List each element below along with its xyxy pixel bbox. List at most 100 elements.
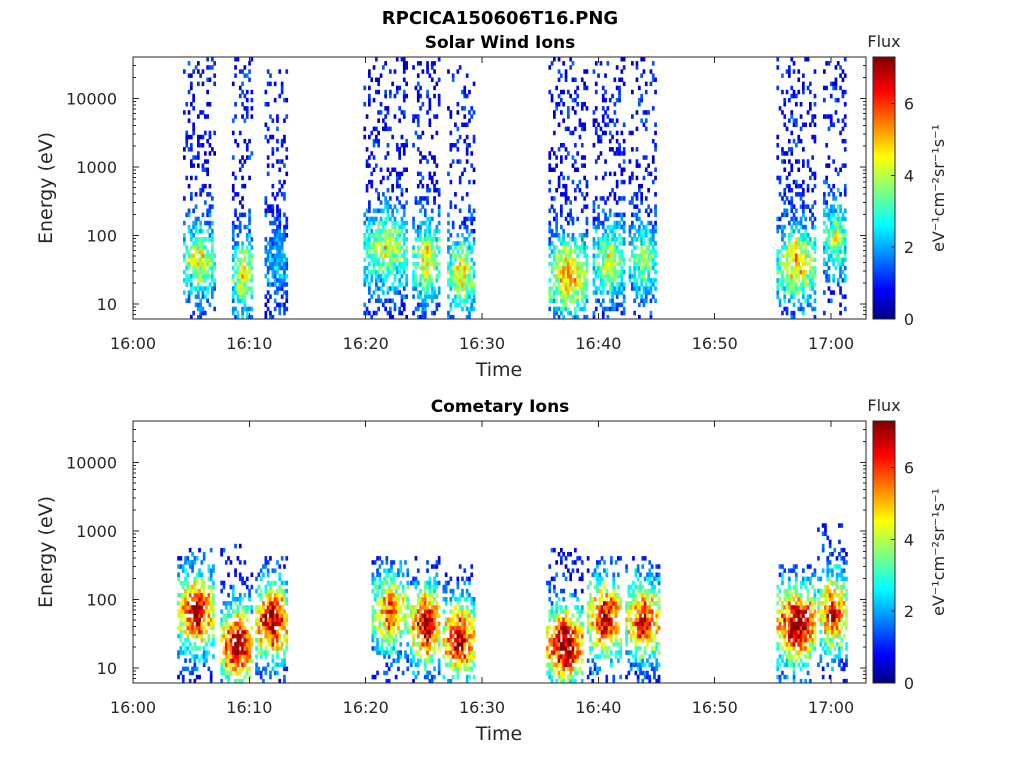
heatmap-cell xyxy=(651,245,655,250)
heatmap-cell xyxy=(651,228,655,234)
heatmap-cell xyxy=(207,650,211,655)
heatmap-cell xyxy=(201,212,205,218)
heatmap-cell xyxy=(222,650,226,655)
heatmap-cell xyxy=(546,670,549,676)
heatmap-cell xyxy=(620,212,624,218)
heatmap-cell xyxy=(465,249,469,254)
heatmap-cell xyxy=(209,617,213,622)
panel-cometary: Cometary Ions 16:00 16:10 16:20 16:30 16:40 1… xyxy=(35,396,948,745)
heatmap-cell xyxy=(451,282,455,287)
heatmap-cell xyxy=(601,290,605,295)
heatmap-cell xyxy=(836,61,840,66)
heatmap-cell xyxy=(599,278,603,283)
heatmap-cell xyxy=(564,200,568,205)
heatmap-cell xyxy=(451,642,455,647)
heatmap-cell xyxy=(241,261,244,267)
heatmap-cell xyxy=(557,597,561,602)
heatmap-cell xyxy=(184,592,187,598)
heatmap-cell xyxy=(638,261,641,267)
heatmap-cell xyxy=(456,294,460,299)
heatmap-cell xyxy=(813,122,817,127)
heatmap-cell xyxy=(832,81,835,87)
heatmap-cell xyxy=(597,298,600,303)
heatmap-cell xyxy=(571,163,575,168)
heatmap-cell xyxy=(229,642,233,647)
heatmap-cell xyxy=(550,261,554,267)
heatmap-cell xyxy=(776,290,780,295)
heatmap-cell xyxy=(468,110,471,115)
heatmap-cell xyxy=(266,257,270,263)
heatmap-cell xyxy=(472,294,476,299)
heatmap-cell xyxy=(562,302,565,308)
heatmap-cell xyxy=(234,654,237,659)
heatmap-cell xyxy=(280,192,284,197)
heatmap-cell xyxy=(651,253,655,258)
heatmap-cell xyxy=(197,294,200,299)
heatmap-cell xyxy=(423,625,427,631)
heatmap-cell xyxy=(560,625,563,631)
heatmap-cell xyxy=(574,245,577,250)
heatmap-cell xyxy=(379,110,383,115)
heatmap-cell xyxy=(813,114,817,119)
heatmap-cell xyxy=(430,646,434,651)
heatmap-cell xyxy=(269,204,272,209)
heatmap-cell xyxy=(550,547,554,553)
heatmap-cell xyxy=(832,278,835,283)
heatmap-cell xyxy=(788,237,791,242)
heatmap-cell xyxy=(385,662,389,667)
heatmap-cell xyxy=(571,286,575,291)
heatmap-cell xyxy=(836,171,840,177)
heatmap-cell xyxy=(184,556,187,561)
heatmap-cell xyxy=(238,543,242,549)
heatmap-cell xyxy=(811,282,814,287)
heatmap-cell xyxy=(283,179,286,185)
heatmap-cell xyxy=(204,167,207,172)
heatmap-cell xyxy=(649,278,653,283)
heatmap-cell xyxy=(463,629,467,635)
heatmap-cell xyxy=(206,167,209,172)
heatmap-cell xyxy=(283,678,286,684)
heatmap-cell xyxy=(797,138,801,144)
heatmap-cell xyxy=(188,584,192,590)
heatmap-cell xyxy=(592,265,596,271)
heatmap-cell xyxy=(461,249,464,254)
heatmap-cell xyxy=(199,134,202,140)
heatmap-cell xyxy=(829,249,833,254)
heatmap-cell xyxy=(426,302,429,308)
heatmap-cell xyxy=(437,580,441,586)
heatmap-cell xyxy=(423,290,427,295)
heatmap-cell xyxy=(198,568,201,573)
heatmap-cell xyxy=(788,278,791,283)
heatmap-cell xyxy=(548,241,552,246)
heatmap-cell xyxy=(283,257,286,263)
heatmap-cell xyxy=(377,138,380,144)
heatmap-cell xyxy=(553,253,556,258)
heatmap-cell xyxy=(276,114,279,119)
heatmap-cell xyxy=(449,629,453,635)
heatmap-cell xyxy=(472,617,476,622)
heatmap-cell xyxy=(604,212,607,218)
heatmap-cell xyxy=(839,237,842,242)
heatmap-cell xyxy=(802,237,805,242)
heatmap-cell xyxy=(372,257,376,263)
heatmap-cell xyxy=(555,572,558,577)
heatmap-cell xyxy=(601,261,605,267)
heatmap-cell xyxy=(785,249,789,254)
heatmap-cell xyxy=(384,220,387,226)
heatmap-cell xyxy=(580,306,584,312)
heatmap-cell xyxy=(456,646,460,651)
heatmap-cell xyxy=(185,261,189,267)
heatmap-cell xyxy=(465,306,469,312)
heatmap-cell xyxy=(832,85,835,91)
heatmap-cell xyxy=(248,638,251,643)
heatmap-cell xyxy=(383,633,386,639)
heatmap-cell xyxy=(187,224,191,230)
heatmap-cell xyxy=(461,576,464,582)
heatmap-cell xyxy=(385,678,389,684)
heatmap-cell xyxy=(640,278,643,283)
heatmap-cell xyxy=(622,228,626,234)
heatmap-cell xyxy=(211,286,214,291)
heatmap-cell xyxy=(212,584,215,590)
heatmap-cell xyxy=(201,241,205,246)
